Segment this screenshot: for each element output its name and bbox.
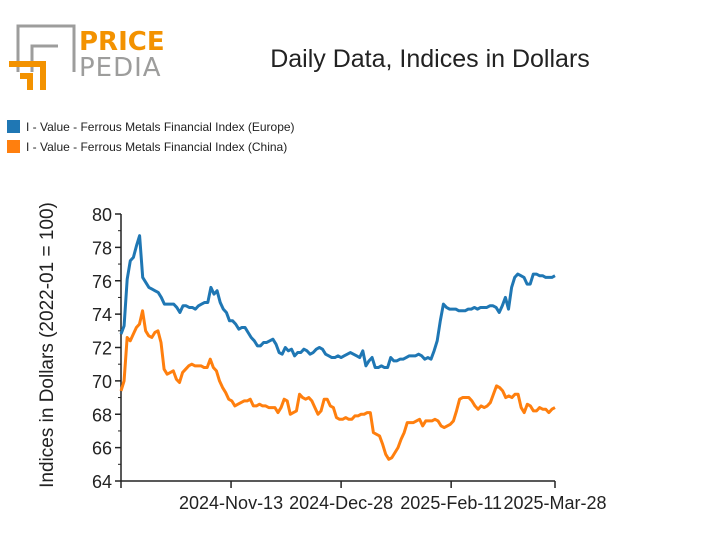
y-tick-label: 66 [92,439,112,459]
pricepedia-logo: PRICE PEDIA [9,24,165,90]
x-tick-label: 2024-Nov-13 [179,493,283,513]
y-tick-label: 64 [92,472,112,492]
y-tick-label: 76 [92,272,112,292]
legend-label-china: I - Value - Ferrous Metals Financial Ind… [26,140,287,154]
legend-swatch-europe [7,120,20,133]
y-tick-label: 74 [92,305,112,325]
legend-label-europe: I - Value - Ferrous Metals Financial Ind… [26,120,295,134]
y-axis: 64 66 68 70 72 74 76 78 80 [92,205,122,492]
legend-swatch-china [7,140,20,153]
y-axis-label: Indices in Dollars (2022-01 = 100) [37,202,58,488]
logo-text-price: PRICE [79,27,165,57]
logo-text-pedia: PEDIA [79,53,162,83]
y-tick-label: 68 [92,405,112,425]
x-tick-label: 2025-Mar-28 [503,493,606,513]
x-tick-label: 2024-Dec-28 [289,493,393,513]
series-line-china [119,309,556,461]
y-tick-label: 72 [92,339,112,359]
y-tick-label: 78 [92,238,112,258]
chart-title: Daily Data, Indices in Dollars [270,45,590,73]
y-tick-label: 80 [92,205,112,225]
x-axis: 2024-Nov-13 2024-Dec-28 2025-Feb-11 2025-Ma… [120,480,607,513]
y-tick-label: 70 [92,372,112,392]
series-line-europe [119,234,556,370]
x-tick-label: 2025-Feb-11 [400,493,502,513]
logo-mark-icon [9,24,76,90]
legend: I - Value - Ferrous Metals Financial Ind… [7,120,295,154]
